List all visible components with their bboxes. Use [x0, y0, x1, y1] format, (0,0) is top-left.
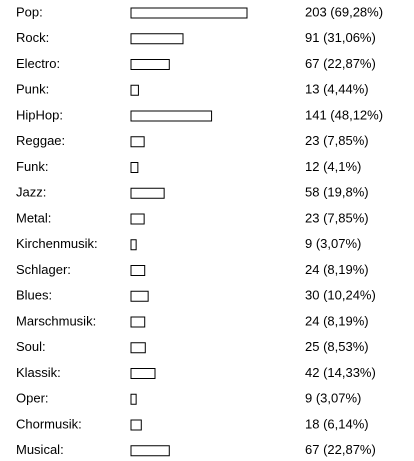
category-label: Kirchenmusik:	[16, 236, 98, 251]
value-label: 13 (4,44%)	[305, 82, 369, 97]
category-label: Punk:	[16, 82, 49, 97]
value-label: 23 (7,85%)	[305, 133, 369, 148]
value-label: 18 (6,14%)	[305, 416, 369, 431]
category-label: Funk:	[16, 159, 49, 174]
bar	[130, 290, 149, 302]
category-label: Oper:	[16, 391, 49, 406]
bar	[130, 213, 145, 225]
category-label: Pop:	[16, 4, 43, 19]
value-label: 42 (14,33%)	[305, 365, 376, 380]
bar	[130, 162, 139, 173]
value-label: 12 (4,1%)	[305, 159, 361, 174]
bar	[130, 445, 170, 457]
bar	[130, 393, 137, 405]
category-label: Chormusik:	[16, 416, 82, 431]
value-label: 23 (7,85%)	[305, 210, 369, 225]
bar	[130, 33, 184, 45]
bar	[130, 7, 248, 19]
value-label: 67 (22,87%)	[305, 442, 376, 457]
bar	[130, 316, 146, 328]
value-label: 91 (31,06%)	[305, 30, 376, 45]
category-label: Marschmusik:	[16, 313, 96, 328]
category-label: Reggae:	[16, 133, 65, 148]
value-label: 24 (8,19%)	[305, 313, 369, 328]
category-label: Klassik:	[16, 365, 61, 380]
bar	[130, 342, 146, 354]
value-label: 9 (3,07%)	[305, 391, 361, 406]
bar	[130, 187, 165, 199]
category-label: Jazz:	[16, 185, 46, 200]
value-label: 67 (22,87%)	[305, 56, 376, 71]
category-label: Electro:	[16, 56, 60, 71]
value-label: 203 (69,28%)	[305, 4, 383, 19]
bar	[130, 239, 137, 251]
value-label: 24 (8,19%)	[305, 262, 369, 277]
value-label: 30 (10,24%)	[305, 288, 376, 303]
bar	[130, 84, 139, 96]
bar	[130, 419, 142, 431]
category-label: Musical:	[16, 442, 64, 457]
category-label: Blues:	[16, 288, 52, 303]
category-label: Schlager:	[16, 262, 71, 277]
bar	[130, 265, 146, 276]
value-label: 9 (3,07%)	[305, 236, 361, 251]
value-label: 25 (8,53%)	[305, 339, 369, 354]
category-label: Soul:	[16, 339, 46, 354]
value-label: 58 (19,8%)	[305, 185, 369, 200]
bar	[130, 368, 156, 379]
category-label: HipHop:	[16, 107, 63, 122]
bar	[130, 136, 145, 148]
bar	[130, 110, 213, 122]
category-label: Rock:	[16, 30, 49, 45]
value-label: 141 (48,12%)	[305, 107, 383, 122]
bar	[130, 59, 170, 70]
category-label: Metal:	[16, 210, 51, 225]
